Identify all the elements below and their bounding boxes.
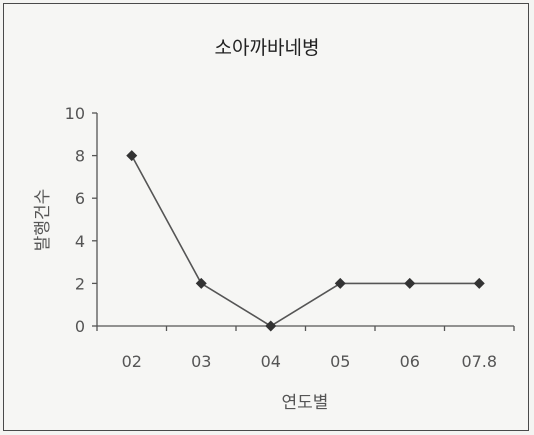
data-point-marker [334,277,346,289]
chart-title: 소아까바네병 [215,37,320,59]
data-point-marker [126,150,138,162]
series-group [126,150,485,332]
x-tick-label: 02 [122,352,142,371]
y-tick-label: 8 [75,147,85,166]
y-tick-label: 10 [65,104,85,123]
x-tick-label: 07.8 [461,352,497,371]
series-line [131,155,480,327]
data-point-marker [195,277,207,289]
y-tick-label: 6 [75,189,85,208]
x-tick-label: 06 [400,352,420,371]
data-point-marker [404,277,416,289]
chart-frame [3,3,529,431]
data-point-marker [473,277,485,289]
y-ticks: 0 2 4 6 8 10 [65,104,97,336]
x-ticks: 02 03 04 05 06 07.8 [96,326,515,371]
x-tick-label: 03 [191,352,211,371]
x-tick-label: 05 [330,352,350,371]
data-point-marker [265,320,277,332]
x-tick-label: 04 [261,352,281,371]
y-axis-label: 발행건수 [33,189,53,252]
y-tick-label: 2 [75,274,85,293]
y-tick-label: 4 [75,232,85,251]
x-axis-label: 연도별 [282,393,329,413]
y-tick-label: 0 [75,317,85,336]
